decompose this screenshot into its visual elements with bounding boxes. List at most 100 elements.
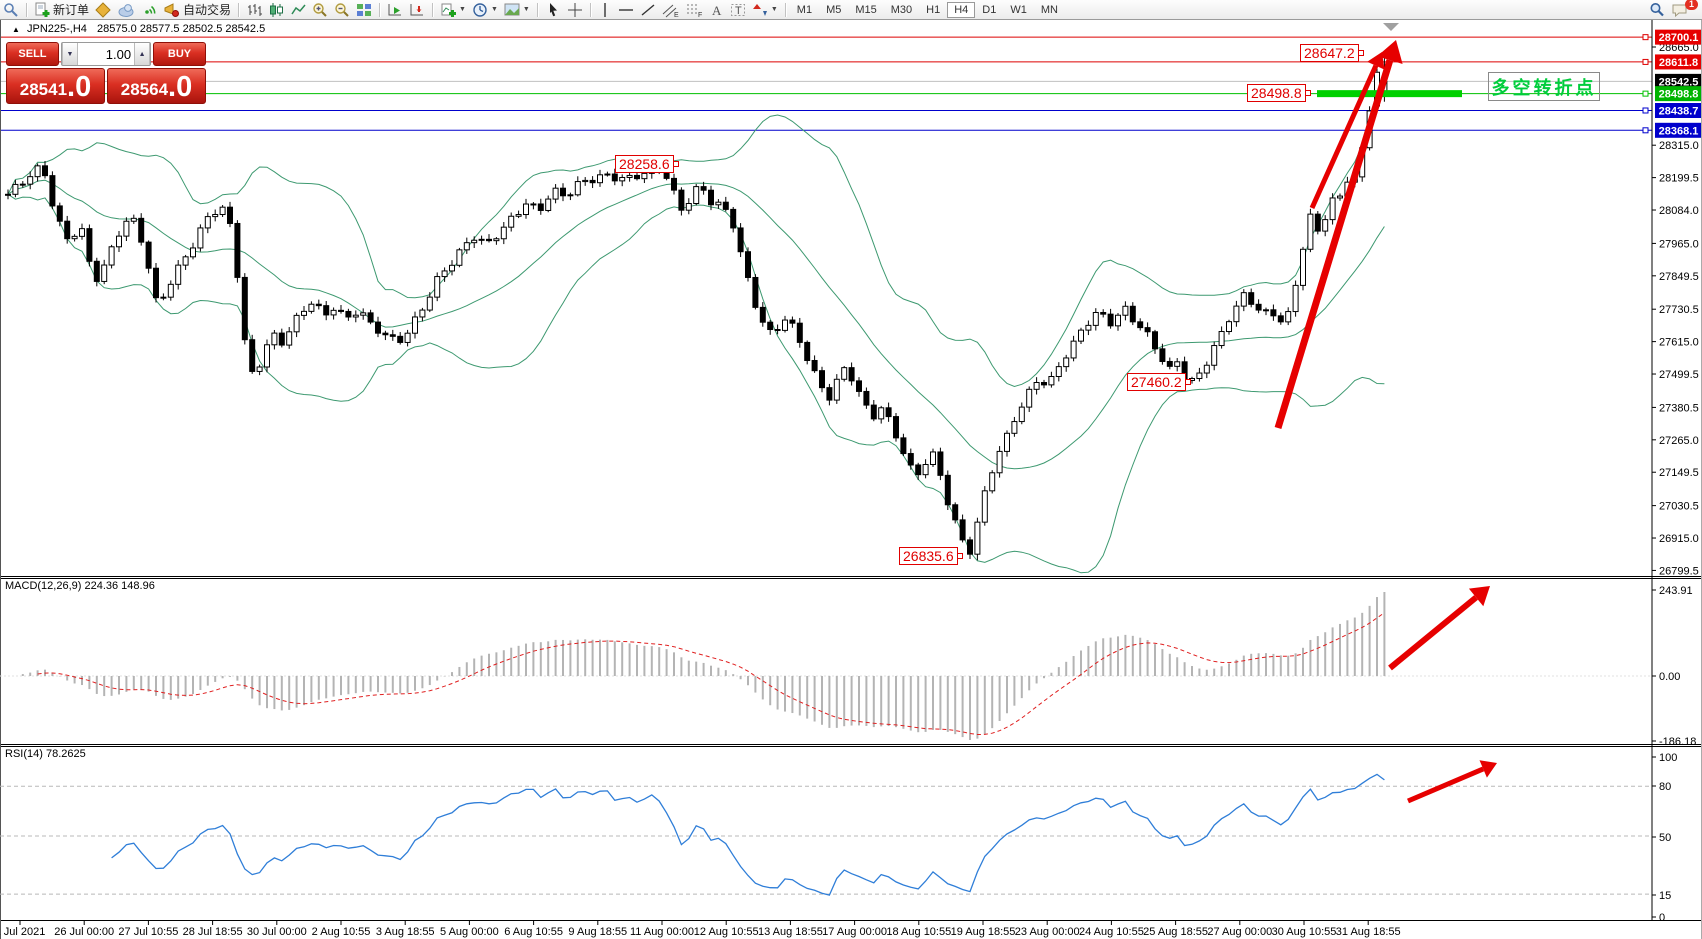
templates-button[interactable]: ▼	[501, 1, 533, 18]
chart-ohlc-values: 28575.0 28577.5 28502.5 28542.5	[96, 23, 266, 35]
chevron-down-icon: ▼	[770, 6, 778, 13]
separator	[379, 2, 381, 17]
line-anchor-squares	[1642, 34, 1649, 134]
macd-indicator	[0, 592, 1652, 740]
svg-text:30 Jul 00:00: 30 Jul 00:00	[247, 926, 307, 938]
search-icon[interactable]	[1646, 1, 1668, 18]
svg-text:9 Aug 18:55: 9 Aug 18:55	[568, 926, 627, 938]
chat-button[interactable]: 1	[1668, 0, 1698, 18]
svg-text:28542.5: 28542.5	[1659, 76, 1699, 88]
timeframe-button-h1[interactable]: H1	[926, 3, 941, 16]
autotrading-button[interactable]: 自动交易	[160, 1, 234, 18]
arrows-tool-button[interactable]: ▼	[749, 1, 781, 18]
tile-windows-icon[interactable]	[353, 1, 375, 18]
candlestick-chart-icon[interactable]	[265, 1, 287, 18]
separator	[536, 2, 538, 17]
channel-tool-icon[interactable]: E	[659, 1, 683, 18]
bar-chart-icon[interactable]	[243, 1, 265, 18]
volume-input[interactable]	[77, 43, 135, 65]
timeframe-button-d1[interactable]: D1	[982, 3, 997, 16]
turning-point-annotation[interactable]: 多空转折点	[1488, 72, 1600, 101]
svg-text:28665.0: 28665.0	[1659, 42, 1699, 54]
timeframe-button-m15[interactable]: M15	[855, 3, 877, 16]
text-tool-icon[interactable]: A	[707, 1, 727, 18]
timeframe-button-h4[interactable]: H4	[947, 1, 976, 18]
community-icon[interactable]	[114, 1, 138, 18]
chevron-down-icon: ▼	[522, 6, 530, 13]
chart-title: ▲ JPN225-,H4 28575.0 28577.5 28502.5 285…	[12, 23, 265, 35]
cursor-tool-icon[interactable]	[542, 1, 564, 18]
separator	[432, 2, 434, 17]
price-tag-label[interactable]: 28258.6	[615, 155, 679, 173]
zoom-in-icon[interactable]	[309, 1, 331, 18]
periods-button[interactable]: ▼	[469, 1, 501, 18]
panel-frames	[0, 20, 1702, 939]
svg-text:26 Jul 00:00: 26 Jul 00:00	[54, 926, 114, 938]
svg-text:0: 0	[1659, 912, 1665, 924]
buy-button[interactable]: BUY	[153, 42, 206, 66]
svg-text:27730.5: 27730.5	[1659, 304, 1699, 316]
buy-price[interactable]: 28564.0	[107, 68, 206, 104]
rsi-indicator	[0, 773, 1652, 896]
signals-icon[interactable]	[138, 1, 160, 18]
svg-text:E: E	[674, 12, 679, 18]
svg-text:28199.5: 28199.5	[1659, 173, 1699, 185]
separator	[589, 2, 591, 17]
fibonacci-tool-icon[interactable]: F	[683, 1, 707, 18]
notification-badge: 1	[1684, 0, 1698, 10]
timeframe-button-m30[interactable]: M30	[890, 3, 913, 16]
indicators-add-button[interactable]: ▼	[437, 1, 469, 18]
price-tag-label[interactable]: 28498.8	[1247, 84, 1311, 102]
line-chart-icon[interactable]	[287, 1, 309, 18]
crosshair-tool-icon[interactable]	[564, 1, 586, 18]
market-watch-icon[interactable]	[0, 1, 22, 18]
svg-text:0.00: 0.00	[1659, 671, 1680, 683]
trend-arrows[interactable]	[1274, 40, 1497, 804]
price-axis: 28665.0 28315.0 28199.5 28084.0 27965.0 27849…	[1651, 20, 1702, 920]
svg-text:31 Aug 18:55: 31 Aug 18:55	[1336, 926, 1401, 938]
svg-text:243.91: 243.91	[1659, 585, 1693, 597]
price-tag-label[interactable]: 27460.2	[1127, 373, 1191, 391]
svg-text:27 Jul 10:55: 27 Jul 10:55	[118, 926, 178, 938]
text-label-tool-icon[interactable]: T	[727, 1, 749, 18]
collapse-arrow-icon[interactable]: ▲	[12, 25, 20, 34]
macd-axis: 243.91 0.00 -186.18	[1652, 585, 1696, 748]
chart-shift-marker[interactable]	[1383, 23, 1399, 31]
buy-price-pips: .0	[168, 71, 193, 103]
price-tag-label[interactable]: 26835.6	[899, 547, 963, 565]
time-axis: 2 Jul 2021 26 Jul 00:00 27 Jul 10:55 28 Jul…	[0, 921, 1401, 938]
horizontal-line-tool-icon[interactable]	[615, 1, 637, 18]
thick-green-trend-segment[interactable]	[1317, 90, 1462, 98]
svg-text:-186.18: -186.18	[1659, 736, 1696, 748]
timeframe-button-mn[interactable]: MN	[1040, 3, 1058, 16]
sell-button[interactable]: SELL	[6, 42, 59, 66]
volume-stepper: ▼ ▲	[60, 42, 152, 66]
price-level-lines[interactable]	[0, 36, 1652, 131]
svg-text:23 Aug 00:00: 23 Aug 00:00	[1015, 926, 1080, 938]
timeframe-button-m1[interactable]: M1	[796, 3, 813, 16]
new-order-button[interactable]: 新订单	[31, 1, 92, 18]
price-tag-label[interactable]: 28647.2	[1300, 44, 1364, 62]
svg-text:2 Aug 10:55: 2 Aug 10:55	[312, 926, 371, 938]
svg-text:27965.0: 27965.0	[1659, 238, 1699, 250]
macd-label: MACD(12,26,9) 224.36 148.96	[5, 580, 155, 592]
svg-text:27615.0: 27615.0	[1659, 337, 1699, 349]
svg-text:5 Aug 00:00: 5 Aug 00:00	[440, 926, 499, 938]
svg-text:27499.5: 27499.5	[1659, 369, 1699, 381]
volume-decrease-button[interactable]: ▼	[61, 43, 78, 65]
timeframe-button-w1[interactable]: W1	[1010, 3, 1027, 16]
zoom-out-icon[interactable]	[331, 1, 353, 18]
vertical-line-tool-icon[interactable]	[595, 1, 615, 18]
timeframe-button-m5[interactable]: M5	[826, 3, 842, 16]
svg-text:28084.0: 28084.0	[1659, 205, 1699, 217]
chart-symbol-period: JPN225-,H4	[26, 23, 87, 35]
auto-scroll-icon[interactable]	[384, 1, 406, 18]
quotes-icon[interactable]	[92, 1, 114, 18]
sell-price[interactable]: 28541.0	[6, 68, 105, 104]
svg-text:27265.0: 27265.0	[1659, 435, 1699, 447]
volume-increase-button[interactable]: ▲	[134, 43, 151, 65]
chart-shift-icon[interactable]	[406, 1, 428, 18]
buy-price-main: 28564	[120, 80, 169, 99]
trendline-tool-icon[interactable]	[637, 1, 659, 18]
